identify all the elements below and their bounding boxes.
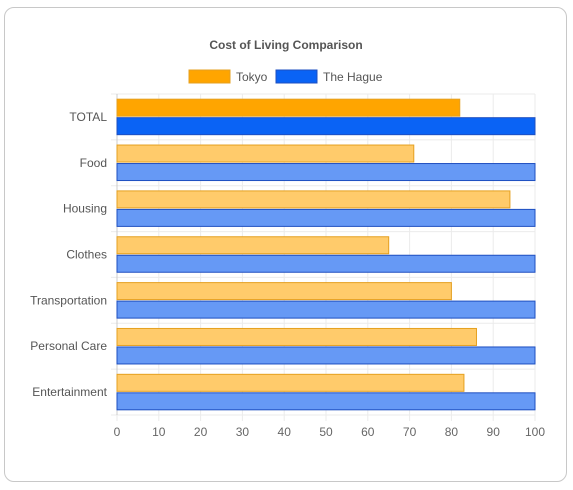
legend-swatch-the-hague bbox=[275, 69, 318, 84]
x-tick-label-90: 90 bbox=[487, 425, 501, 439]
bar-tokyo-food[interactable] bbox=[116, 144, 415, 163]
bars bbox=[116, 98, 536, 411]
legend-label-the-hague: The Hague bbox=[323, 70, 383, 84]
category-label-housing: Housing bbox=[63, 202, 107, 216]
x-tick-label-60: 60 bbox=[361, 425, 375, 439]
bar-tokyo-clothes[interactable] bbox=[116, 236, 390, 255]
category-labels: TOTAL Food Housing Clothes Transportation Per… bbox=[30, 110, 108, 399]
legend[interactable]: Tokyo The Hague bbox=[188, 69, 383, 84]
x-axis-ticks: 0 10 20 30 40 50 60 70 80 90 100 bbox=[114, 425, 546, 439]
legend-item-tokyo[interactable]: Tokyo bbox=[188, 69, 268, 84]
x-tick-label-70: 70 bbox=[403, 425, 417, 439]
bar-tokyo-entertainment[interactable] bbox=[116, 373, 465, 392]
legend-swatch-tokyo bbox=[188, 69, 231, 84]
x-tick-label-20: 20 bbox=[194, 425, 208, 439]
bar-the-hague-housing[interactable] bbox=[116, 208, 536, 227]
legend-item-the-hague[interactable]: The Hague bbox=[275, 69, 383, 84]
chart-title: Cost of Living Comparison bbox=[209, 38, 362, 52]
bar-tokyo-transportation[interactable] bbox=[116, 282, 452, 301]
x-tick-label-30: 30 bbox=[236, 425, 250, 439]
category-label-total: TOTAL bbox=[69, 110, 107, 124]
x-tick-label-0: 0 bbox=[114, 425, 121, 439]
bar-tokyo-personal-care[interactable] bbox=[116, 327, 477, 346]
x-tick-label-100: 100 bbox=[525, 425, 545, 439]
x-tick-label-80: 80 bbox=[445, 425, 459, 439]
bar-the-hague-transportation[interactable] bbox=[116, 300, 536, 319]
x-tick-label-50: 50 bbox=[319, 425, 333, 439]
x-tick-label-10: 10 bbox=[152, 425, 166, 439]
legend-label-tokyo: Tokyo bbox=[236, 70, 268, 84]
category-label-clothes: Clothes bbox=[66, 248, 107, 262]
bar-the-hague-personal-care[interactable] bbox=[116, 346, 536, 365]
bar-the-hague-entertainment[interactable] bbox=[116, 392, 536, 411]
x-tick-label-40: 40 bbox=[278, 425, 292, 439]
bar-the-hague-clothes[interactable] bbox=[116, 254, 536, 273]
bar-tokyo-total[interactable] bbox=[116, 98, 461, 117]
bar-the-hague-total[interactable] bbox=[116, 117, 536, 136]
category-label-personal-care: Personal Care bbox=[30, 339, 107, 353]
bar-tokyo-housing[interactable] bbox=[116, 190, 511, 209]
category-label-entertainment: Entertainment bbox=[32, 385, 107, 399]
category-label-transportation: Transportation bbox=[30, 293, 107, 307]
category-label-food: Food bbox=[80, 156, 107, 170]
bar-the-hague-food[interactable] bbox=[116, 163, 536, 182]
